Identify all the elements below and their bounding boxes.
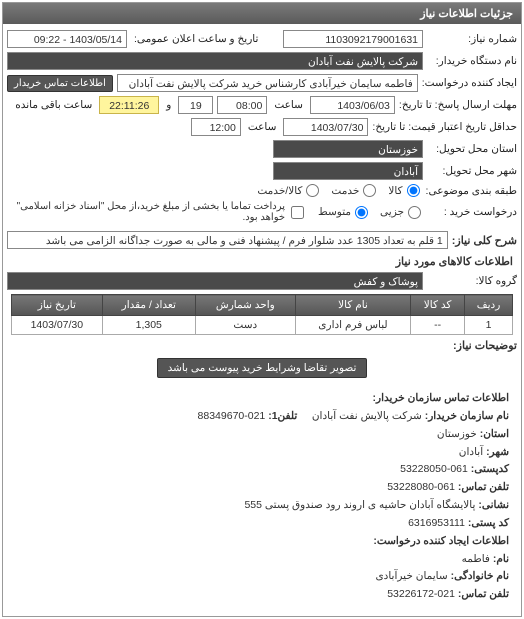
details-panel: جزئیات اطلاعات نیاز شماره نیاز: 11030921… <box>2 2 522 617</box>
channel-radio-group: جزیی متوسط <box>310 206 423 219</box>
validity-date-field: 1403/07/30 <box>283 118 368 136</box>
req-no-field: 1103092179001631 <box>283 30 423 48</box>
category-radio-group: کالا خدمت کالا/خدمت <box>249 184 421 197</box>
radio-service-label: خدمت <box>331 185 359 197</box>
goods-table: ردیف کد کالا نام کالا واحد شمارش تعداد /… <box>11 294 513 335</box>
radio-both-label: کالا/خدمت <box>257 185 302 197</box>
td-row: 1 <box>465 316 513 335</box>
desc-label: شرح کلی نیاز: <box>452 234 517 247</box>
c-phone-label: تلفن تماس: <box>458 588 509 600</box>
notes-label: توضیحات نیاز: <box>453 339 517 352</box>
th-unit: واحد شمارش <box>195 295 295 316</box>
remain-time-field: 22:11:26 <box>99 96 159 114</box>
announce-label: تاریخ و ساعت اعلان عمومی: <box>131 33 261 45</box>
th-row: ردیف <box>465 295 513 316</box>
req-creator-title: اطلاعات ایجاد کننده درخواست: <box>373 535 509 547</box>
table-row: 1 -- لباس فرم اداری دست 1,305 1403/07/30 <box>12 316 513 335</box>
c-fax: 061-53228080 <box>387 481 455 493</box>
c-province: خوزستان <box>437 428 477 440</box>
c-zip: 061-53228050 <box>400 463 468 475</box>
goods-section-title: اطلاعات کالاهای مورد نیاز <box>11 255 513 268</box>
c-province-label: استان: <box>480 428 509 440</box>
category-label: طبقه بندی موضوعی: <box>426 185 517 197</box>
buyer-org-label: نام دستگاه خریدار: <box>427 55 517 67</box>
validity-label: حداقل تاریخ اعتبار قیمت: تا تاریخ: <box>372 121 517 133</box>
radio-both[interactable] <box>306 184 319 197</box>
td-code: -- <box>411 316 465 335</box>
deadline-date-field: 1403/06/03 <box>310 96 395 114</box>
province-field: خوزستان <box>273 140 423 158</box>
requester-field: فاطمه سایمان خیرآبادی کارشناس خرید شرکت … <box>117 74 418 92</box>
radio-service[interactable] <box>363 184 376 197</box>
radio-medium[interactable] <box>355 206 368 219</box>
and-label: و <box>163 99 174 111</box>
remain-suffix: ساعت باقی مانده <box>12 99 95 111</box>
radio-medium-label: متوسط <box>318 206 351 218</box>
c-zip-label: کدپستی: <box>471 463 509 475</box>
contact-link-button[interactable]: اطلاعات تماس خریدار <box>7 75 113 92</box>
requester-label: ایجاد کننده درخواست: <box>422 77 517 89</box>
contact-title: اطلاعات تماس سازمان خریدار: <box>373 392 509 404</box>
c-lname-label: نام خانوادگی: <box>451 570 509 582</box>
td-unit: دست <box>195 316 295 335</box>
panel-title: جزئیات اطلاعات نیاز <box>3 3 521 24</box>
req-no-label: شماره نیاز: <box>427 33 517 45</box>
c-org-label: نام سازمان خریدار: <box>425 410 509 422</box>
th-date: تاریخ نیاز <box>12 295 103 316</box>
c-city: آبادان <box>459 446 483 458</box>
c-tel1: 021-88349670 <box>198 410 266 422</box>
remain-days-field: 19 <box>178 96 213 114</box>
time-label-2: ساعت <box>245 121 280 133</box>
radio-goods[interactable] <box>407 184 420 197</box>
group-field: پوشاک و کفش <box>7 272 423 290</box>
treasury-checkbox[interactable] <box>291 206 304 219</box>
c-org: شرکت پالایش نفت آبادان <box>312 410 422 422</box>
c-pcode-label: کد پستی: <box>468 517 509 529</box>
c-name-label: نام: <box>493 553 509 565</box>
c-addr: پالایشگاه آبادان حاشیه ی اروند رود صندوق… <box>244 499 475 511</box>
c-name: فاطمه <box>462 553 490 565</box>
radio-partial[interactable] <box>408 206 421 219</box>
th-qty: تعداد / مقدار <box>102 295 195 316</box>
th-name: نام کالا <box>295 295 410 316</box>
channel-note: پرداخت تماما یا بخشی از مبلغ خرید،از محل… <box>7 201 285 223</box>
contact-block: اطلاعات تماس سازمان خریدار: نام سازمان خ… <box>7 384 517 610</box>
province-label: استان محل تحویل: <box>427 143 517 155</box>
time-label-1: ساعت <box>271 99 306 111</box>
radio-goods-label: کالا <box>388 185 402 197</box>
td-name: لباس فرم اداری <box>295 316 410 335</box>
form-body: شماره نیاز: 1103092179001631 تاریخ و ساع… <box>3 24 521 616</box>
buyer-org-field: شرکت پالایش نفت آبادان <box>7 52 423 70</box>
deadline-time-field: 08:00 <box>217 96 267 114</box>
attachment-button[interactable]: تصویر تقاضا وشرایط خرید پیوست می باشد <box>157 358 368 378</box>
radio-partial-label: جزیی <box>380 206 404 218</box>
desc-field: 1 قلم به تعداد 1305 عدد شلوار فرم / پیشن… <box>7 231 448 249</box>
announce-field: 1403/05/14 - 09:22 <box>7 30 127 48</box>
c-addr-label: نشانی: <box>478 499 509 511</box>
deadline-label: مهلت ارسال پاسخ: تا تاریخ: <box>399 99 517 111</box>
table-header-row: ردیف کد کالا نام کالا واحد شمارش تعداد /… <box>12 295 513 316</box>
channel-label: درخواست خرید : <box>427 206 517 218</box>
td-qty: 1,305 <box>102 316 195 335</box>
validity-time-field: 12:00 <box>191 118 241 136</box>
c-fax-label: تلفن تماس: <box>458 481 509 493</box>
city-label: شهر محل تحویل: <box>427 165 517 177</box>
c-phone: 021-53226172 <box>387 588 455 600</box>
c-city-label: شهر: <box>486 446 509 458</box>
c-lname: سایمان خیرآبادی <box>375 570 447 582</box>
group-label: گروه کالا: <box>427 275 517 287</box>
c-tel1-label: تلفن1: <box>268 410 297 422</box>
city-field: آبادان <box>273 162 423 180</box>
th-code: کد کالا <box>411 295 465 316</box>
c-pcode: 6316953111 <box>408 517 465 529</box>
td-date: 1403/07/30 <box>12 316 103 335</box>
